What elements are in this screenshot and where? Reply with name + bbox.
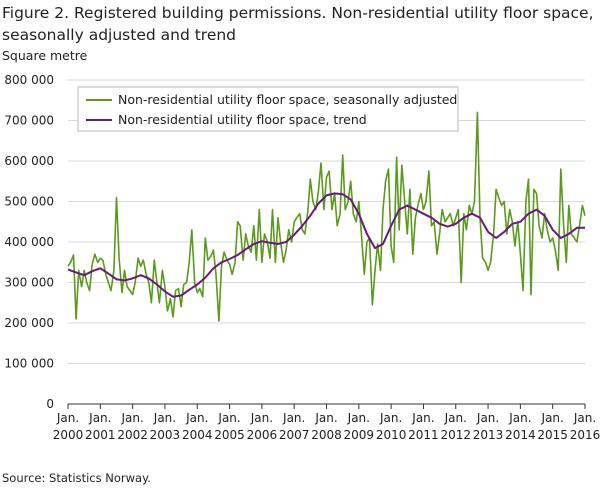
seasonally-adjusted-line (67, 111, 586, 322)
x-tick-label: 2010 (376, 428, 407, 442)
y-tick-label: 0 (46, 397, 54, 411)
x-tick-label: Jan. (476, 411, 499, 425)
x-tick-label: Jan. (508, 411, 531, 425)
x-tick-label: 2000 (53, 428, 84, 442)
x-tick-label: 2012 (440, 428, 471, 442)
x-tick-label: Jan. (444, 411, 467, 425)
x-tick-label: Jan. (217, 411, 240, 425)
x-tick-label: Jan. (120, 411, 143, 425)
y-tick-label: 500 000 (4, 195, 54, 209)
axes: 0 100 000 200 000 300 000 400 000 500 000 600 … (4, 73, 600, 442)
legend-label: Non-residential utility floor space, tre… (118, 112, 367, 127)
chart-title: Figure 2. Registered building permission… (2, 4, 594, 44)
x-tick-label: Jan. (541, 411, 564, 425)
x-tick-label: 2001 (85, 428, 116, 442)
x-tick-label: Jan. (573, 411, 596, 425)
legend-label: Non-residential utility floor space, sea… (118, 92, 457, 107)
x-tick-label: 2016 (570, 428, 601, 442)
x-tick-label: Jan. (88, 411, 111, 425)
legend: Non-residential utility floor space, sea… (77, 86, 459, 132)
x-tick-label: Jan. (347, 411, 370, 425)
y-axis-label: Square metre (2, 48, 88, 63)
x-tick-label: 2006 (247, 428, 278, 442)
y-tick-label: 100 000 (4, 357, 54, 371)
line-chart: 0 100 000 200 000 300 000 400 000 500 000 600 … (4, 73, 600, 442)
trend-line (67, 192, 585, 298)
x-tick-label: 2009 (344, 428, 375, 442)
y-tick-label: 600 000 (4, 154, 54, 168)
x-tick-label: 2005 (214, 428, 245, 442)
x-tick-label: 2014 (505, 428, 536, 442)
legend-box (77, 86, 459, 132)
x-tick-label: 2013 (473, 428, 504, 442)
y-tick-label: 800 000 (4, 73, 54, 87)
series-lines (67, 111, 586, 322)
x-tick-label: Jan. (185, 411, 208, 425)
y-tick-label: 700 000 (4, 114, 54, 128)
x-tick-label: 2003 (150, 428, 181, 442)
source-note: Source: Statistics Norway. (2, 471, 151, 485)
x-tick-label: Jan. (282, 411, 305, 425)
x-tick-label: 2002 (117, 428, 148, 442)
x-tick-label: 2011 (408, 428, 439, 442)
x-tick-label: Jan. (379, 411, 402, 425)
x-tick-label: Jan. (56, 411, 79, 425)
x-tick-label: 2007 (279, 428, 310, 442)
x-tick-label: Jan. (153, 411, 176, 425)
x-tick-label: 2015 (537, 428, 568, 442)
x-tick-label: Jan. (411, 411, 434, 425)
y-tick-label: 400 000 (4, 235, 54, 249)
x-tick-label: 2008 (311, 428, 342, 442)
x-tick-label: Jan. (314, 411, 337, 425)
x-tick-label: Jan. (250, 411, 273, 425)
y-tick-label: 200 000 (4, 316, 54, 330)
x-tick-label: 2004 (182, 428, 213, 442)
y-tick-label: 300 000 (4, 276, 54, 290)
